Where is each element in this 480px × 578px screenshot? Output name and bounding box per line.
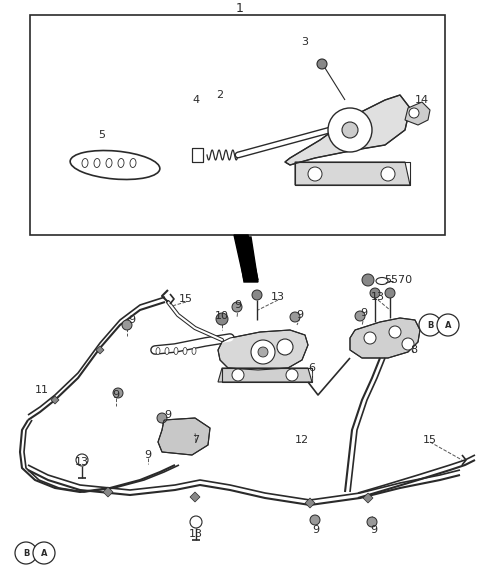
Circle shape — [402, 338, 414, 350]
Circle shape — [286, 369, 298, 381]
Circle shape — [216, 313, 228, 325]
Text: 14: 14 — [415, 95, 429, 105]
Circle shape — [362, 274, 374, 286]
Text: A: A — [445, 320, 451, 329]
Ellipse shape — [174, 347, 178, 354]
Text: 9: 9 — [165, 410, 171, 420]
Polygon shape — [218, 368, 312, 382]
Polygon shape — [234, 235, 258, 280]
Circle shape — [437, 314, 459, 336]
Ellipse shape — [192, 347, 196, 354]
Text: 9: 9 — [371, 525, 378, 535]
Text: 2: 2 — [216, 90, 224, 100]
Circle shape — [419, 314, 441, 336]
Polygon shape — [103, 487, 113, 497]
Text: 8: 8 — [410, 345, 418, 355]
Circle shape — [310, 515, 320, 525]
Circle shape — [258, 347, 268, 357]
Polygon shape — [305, 498, 315, 508]
Polygon shape — [158, 418, 210, 455]
Circle shape — [355, 311, 365, 321]
Polygon shape — [285, 95, 410, 165]
Ellipse shape — [376, 277, 388, 284]
Ellipse shape — [165, 347, 169, 354]
Circle shape — [385, 288, 395, 298]
Text: 12: 12 — [295, 435, 309, 445]
Circle shape — [364, 332, 376, 344]
Circle shape — [389, 326, 401, 338]
Circle shape — [328, 108, 372, 152]
Text: 15: 15 — [179, 294, 193, 304]
Circle shape — [157, 413, 167, 423]
Ellipse shape — [183, 347, 187, 354]
Text: 5570: 5570 — [384, 275, 412, 285]
Circle shape — [290, 312, 300, 322]
Text: B: B — [427, 320, 433, 329]
Ellipse shape — [130, 158, 136, 168]
Ellipse shape — [82, 158, 88, 168]
Text: 9: 9 — [112, 390, 120, 400]
Text: 13: 13 — [75, 457, 89, 467]
Polygon shape — [405, 102, 430, 125]
Circle shape — [33, 542, 55, 564]
Bar — [30, 15, 445, 235]
Circle shape — [342, 122, 358, 138]
Text: 7: 7 — [192, 435, 200, 445]
Circle shape — [308, 167, 322, 181]
Circle shape — [113, 388, 123, 398]
Text: 9: 9 — [312, 525, 320, 535]
Circle shape — [232, 302, 242, 312]
Polygon shape — [237, 237, 258, 282]
Ellipse shape — [106, 158, 112, 168]
Circle shape — [367, 517, 377, 527]
Circle shape — [409, 108, 419, 118]
Ellipse shape — [118, 158, 124, 168]
Circle shape — [190, 516, 202, 528]
Text: 13: 13 — [371, 292, 385, 302]
Circle shape — [317, 59, 327, 69]
Text: 3: 3 — [301, 37, 309, 47]
Circle shape — [370, 288, 380, 298]
Text: 9: 9 — [234, 300, 241, 310]
Ellipse shape — [94, 158, 100, 168]
Circle shape — [277, 339, 293, 355]
Circle shape — [381, 167, 395, 181]
Text: 4: 4 — [192, 95, 200, 105]
Polygon shape — [190, 492, 200, 502]
Text: B: B — [23, 549, 29, 558]
Polygon shape — [363, 493, 373, 503]
Polygon shape — [350, 318, 420, 358]
Circle shape — [232, 369, 244, 381]
Text: A: A — [41, 549, 47, 558]
Polygon shape — [192, 148, 203, 162]
Text: 11: 11 — [35, 385, 49, 395]
Text: 9: 9 — [360, 308, 368, 318]
Text: 13: 13 — [189, 529, 203, 539]
Text: 10: 10 — [215, 311, 229, 321]
Polygon shape — [96, 346, 104, 354]
Polygon shape — [51, 396, 59, 404]
Text: 15: 15 — [423, 435, 437, 445]
Text: 9: 9 — [297, 310, 303, 320]
Ellipse shape — [70, 150, 160, 180]
Polygon shape — [218, 330, 308, 370]
Text: 9: 9 — [129, 315, 135, 325]
Text: 5: 5 — [98, 130, 106, 140]
Circle shape — [122, 320, 132, 330]
Text: 13: 13 — [271, 292, 285, 302]
Text: 9: 9 — [144, 450, 152, 460]
Ellipse shape — [156, 347, 160, 354]
Circle shape — [15, 542, 37, 564]
Polygon shape — [295, 162, 410, 185]
Circle shape — [252, 290, 262, 300]
Text: 6: 6 — [309, 363, 315, 373]
Circle shape — [251, 340, 275, 364]
Text: 1: 1 — [236, 2, 244, 14]
Circle shape — [76, 454, 88, 466]
